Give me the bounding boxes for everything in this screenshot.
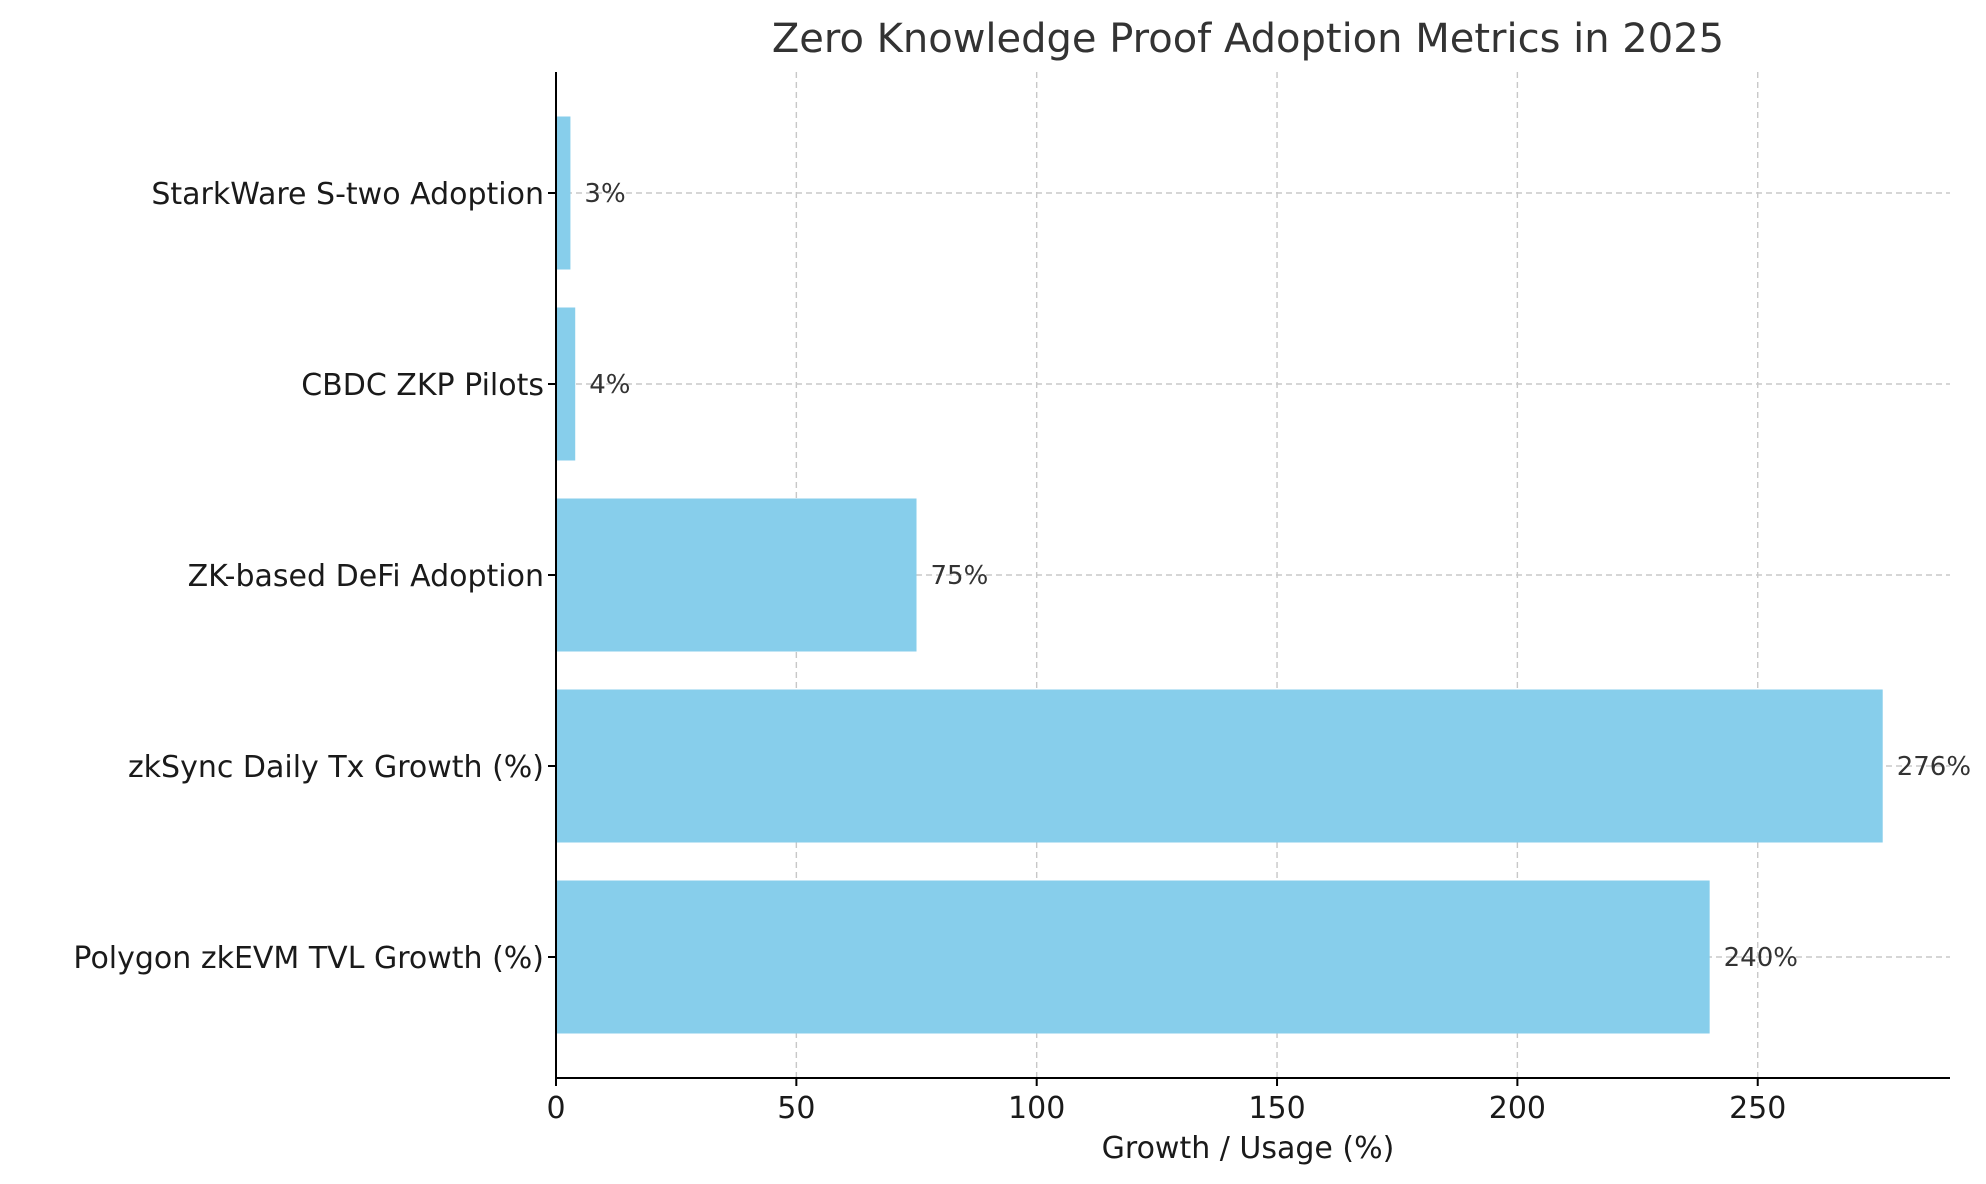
data-label: 75% <box>931 561 989 591</box>
bars <box>556 116 1883 1034</box>
x-tick-label: 150 <box>1248 1091 1305 1126</box>
x-tick-label: 50 <box>777 1091 815 1126</box>
bar <box>556 689 1883 843</box>
x-tick-label: 250 <box>1729 1091 1786 1126</box>
bar <box>556 307 576 461</box>
y-tick-label: ZK-based DeFi Adoption <box>188 559 544 594</box>
chart-title: Zero Knowledge Proof Adoption Metrics in… <box>772 16 1724 62</box>
y-tick-label: StarkWare S-two Adoption <box>151 177 544 212</box>
x-axis-label: Growth / Usage (%) <box>1102 1131 1395 1166</box>
data-label: 3% <box>584 179 625 209</box>
data-label: 276% <box>1897 752 1971 782</box>
x-tick-label: 200 <box>1489 1091 1546 1126</box>
bar <box>556 498 917 652</box>
axes <box>548 72 1950 1086</box>
bar <box>556 116 571 270</box>
labels: 0 50 100 150 200 250 Polygon zkEVM TVL Growth … <box>73 177 1971 1126</box>
y-tick-label: CBDC ZKP Pilots <box>301 368 544 403</box>
data-label: 240% <box>1724 943 1798 973</box>
bar <box>556 880 1710 1034</box>
x-tick-label: 100 <box>1008 1091 1065 1126</box>
y-tick-label: Polygon zkEVM TVL Growth (%) <box>73 941 544 976</box>
y-tick-label: zkSync Daily Tx Growth (%) <box>128 750 544 785</box>
x-tick-label: 0 <box>546 1091 565 1126</box>
data-label: 4% <box>589 370 630 400</box>
